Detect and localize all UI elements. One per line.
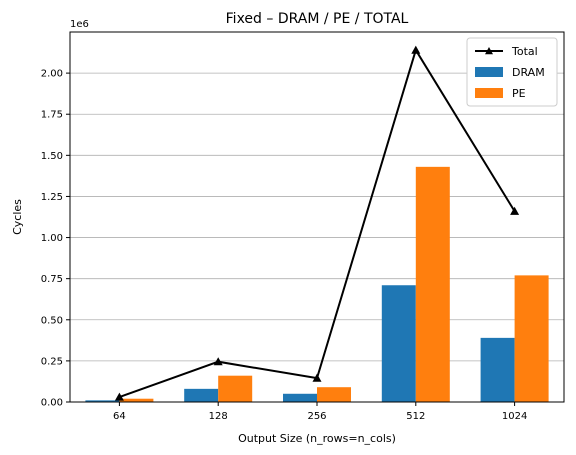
- bar-pe-512: [415, 166, 450, 402]
- y-tick-label: 1.00: [41, 233, 63, 244]
- y-tick-label: 0.00: [41, 398, 63, 409]
- legend: Total DRAM PE: [466, 37, 558, 107]
- bar-dram-128: [184, 388, 219, 402]
- bar-layer: [85, 166, 549, 402]
- y-tick-label: 1.25: [41, 192, 63, 203]
- legend-swatch-dram: [475, 67, 503, 77]
- bar-pe-128: [218, 375, 253, 402]
- y-tick-label: 0.50: [41, 315, 63, 326]
- x-tick-label: 128: [209, 411, 228, 422]
- bar-pe-64: [119, 398, 154, 402]
- chart-title: Fixed – DRAM / PE / TOTAL: [226, 11, 409, 27]
- line-total: [119, 47, 516, 399]
- marker-total-512: [411, 45, 421, 54]
- y-tick-label: 1.75: [41, 110, 63, 121]
- bar-dram-64: [85, 400, 120, 402]
- y-offset-label: 1e6: [70, 19, 89, 30]
- legend-label-pe: PE: [512, 87, 526, 100]
- x-tick-label: 256: [307, 411, 326, 422]
- bar-pe-1024: [514, 275, 549, 402]
- legend-label-dram: DRAM: [512, 66, 545, 79]
- marker-total-1024: [510, 206, 520, 215]
- bar-dram-256: [283, 393, 317, 402]
- y-tick-label: 2.00: [41, 69, 63, 80]
- grid-layer: [70, 72, 564, 403]
- x-axis: 64 128 256 512 1024: [113, 402, 527, 422]
- x-axis-label: Output Size (n_rows=n_cols): [238, 432, 396, 445]
- y-axis-label: Cycles: [11, 199, 24, 235]
- x-tick-label: 512: [406, 411, 425, 422]
- bar-dram-1024: [480, 337, 515, 402]
- legend-marker-icon: [485, 47, 493, 55]
- marker-total-128: [213, 357, 223, 366]
- line-layer: [114, 45, 520, 401]
- marker-total-64: [114, 392, 124, 401]
- bar-dram-512: [381, 285, 416, 402]
- y-axis: 0.00 0.25 0.50 0.75 1.00 1.25 1.50 1.75 2.00: [41, 69, 70, 409]
- legend-swatch-pe: [475, 88, 503, 98]
- legend-label-total: Total: [511, 45, 538, 58]
- y-tick-label: 1.50: [41, 151, 63, 162]
- y-tick-label: 0.25: [41, 356, 63, 367]
- x-tick-label: 64: [113, 411, 126, 422]
- y-tick-label: 0.75: [41, 274, 63, 285]
- bar-pe-256: [317, 387, 351, 402]
- x-tick-label: 1024: [502, 411, 527, 422]
- marker-total-256: [312, 373, 322, 382]
